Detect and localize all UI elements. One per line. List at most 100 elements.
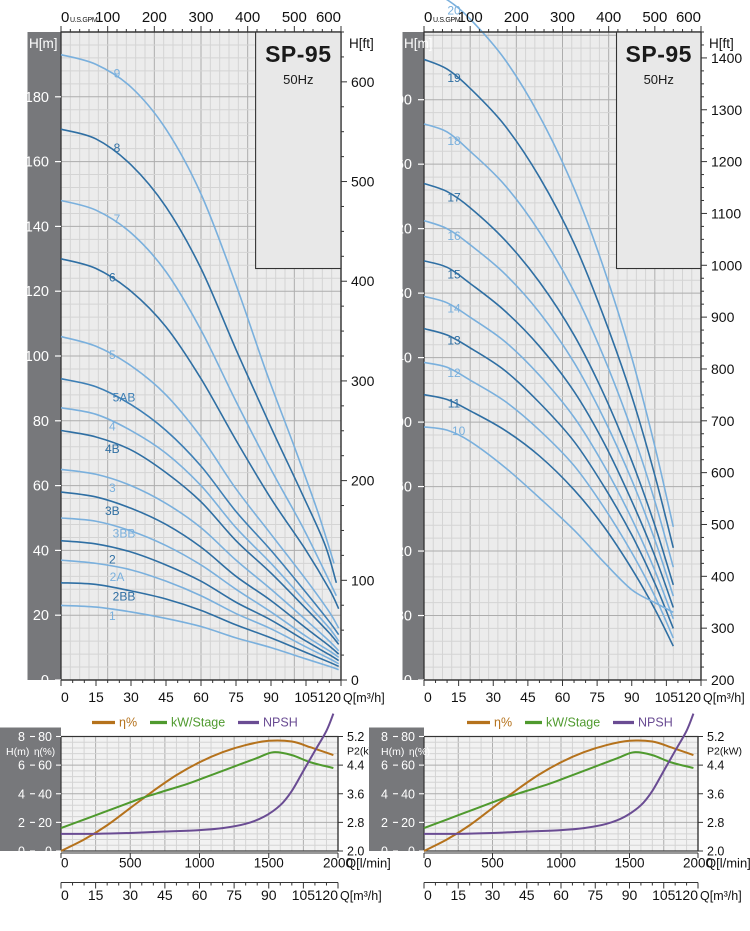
svg-text:0: 0 — [424, 856, 432, 871]
svg-text:1500: 1500 — [254, 856, 284, 871]
svg-text:100: 100 — [458, 9, 483, 26]
svg-text:5.2: 5.2 — [707, 730, 724, 744]
svg-text:80: 80 — [396, 609, 412, 625]
svg-text:900: 900 — [711, 309, 735, 325]
svg-text:Q[m³/h]: Q[m³/h] — [340, 889, 382, 903]
svg-text:2BB: 2BB — [113, 590, 136, 604]
svg-text:400: 400 — [235, 9, 260, 26]
svg-text:60: 60 — [33, 479, 49, 495]
svg-text:U.S.GPM: U.S.GPM — [433, 17, 461, 24]
svg-text:200: 200 — [711, 672, 735, 688]
svg-text:400: 400 — [388, 93, 412, 109]
svg-text:Q[l/min]: Q[l/min] — [706, 856, 750, 871]
svg-text:SP-95: SP-95 — [626, 41, 692, 67]
svg-text:30: 30 — [122, 887, 138, 903]
svg-text:500: 500 — [642, 9, 667, 26]
svg-text:500: 500 — [119, 856, 142, 871]
svg-text:300: 300 — [351, 373, 375, 389]
svg-text:60: 60 — [192, 887, 208, 903]
svg-text:Q[l/min]: Q[l/min] — [346, 856, 391, 871]
svg-text:3BB: 3BB — [113, 526, 136, 540]
svg-text:5.2: 5.2 — [347, 730, 364, 744]
svg-text:12: 12 — [447, 366, 461, 380]
svg-text:2: 2 — [381, 816, 388, 830]
svg-text:3.6: 3.6 — [347, 787, 364, 801]
svg-text:0: 0 — [424, 9, 432, 26]
svg-text:14: 14 — [447, 301, 461, 315]
svg-text:45: 45 — [519, 887, 535, 903]
svg-text:15: 15 — [447, 268, 461, 282]
svg-text:7: 7 — [114, 212, 121, 226]
svg-text:2: 2 — [18, 816, 25, 830]
svg-text:6: 6 — [381, 759, 388, 773]
svg-text:H[m]: H[m] — [404, 36, 433, 51]
svg-text:0: 0 — [61, 887, 69, 903]
svg-text:0: 0 — [45, 845, 52, 859]
svg-text:8: 8 — [114, 141, 121, 155]
svg-text:50Hz: 50Hz — [644, 72, 674, 87]
svg-text:800: 800 — [711, 361, 735, 377]
svg-text:40: 40 — [33, 543, 49, 559]
svg-text:30: 30 — [123, 689, 139, 705]
svg-text:η(%): η(%) — [34, 747, 55, 758]
svg-text:15: 15 — [88, 689, 104, 705]
svg-text:30: 30 — [485, 689, 501, 705]
svg-text:0: 0 — [424, 689, 432, 705]
svg-text:280: 280 — [388, 286, 412, 302]
svg-text:1: 1 — [109, 609, 116, 623]
svg-text:160: 160 — [388, 480, 412, 496]
svg-text:600: 600 — [316, 9, 341, 26]
svg-text:200: 200 — [351, 473, 375, 489]
svg-text:kW/Stage: kW/Stage — [546, 716, 600, 730]
svg-text:0: 0 — [408, 845, 415, 859]
svg-text:0: 0 — [41, 673, 49, 689]
svg-text:2A: 2A — [110, 570, 125, 584]
svg-text:90: 90 — [624, 689, 640, 705]
svg-text:200: 200 — [142, 9, 167, 26]
svg-text:η(%): η(%) — [409, 747, 430, 758]
svg-text:3.6: 3.6 — [707, 787, 724, 801]
svg-text:40: 40 — [38, 787, 52, 801]
svg-text:600: 600 — [676, 9, 701, 26]
svg-text:75: 75 — [589, 689, 605, 705]
svg-text:Q[m³/h]: Q[m³/h] — [343, 691, 385, 705]
svg-text:90: 90 — [622, 887, 638, 903]
svg-text:120: 120 — [25, 284, 49, 300]
svg-text:120: 120 — [318, 689, 342, 705]
svg-text:9: 9 — [114, 66, 121, 80]
svg-text:90: 90 — [261, 887, 277, 903]
svg-text:8: 8 — [18, 730, 25, 744]
svg-text:P2(kW): P2(kW) — [707, 746, 742, 758]
svg-text:15: 15 — [88, 887, 104, 903]
svg-text:4: 4 — [381, 787, 388, 801]
svg-text:360: 360 — [388, 157, 412, 173]
svg-text:40: 40 — [401, 787, 415, 801]
svg-text:500: 500 — [481, 856, 504, 871]
svg-text:90: 90 — [263, 689, 279, 705]
svg-text:0: 0 — [61, 689, 69, 705]
svg-text:100: 100 — [25, 349, 49, 365]
svg-text:3: 3 — [109, 481, 116, 495]
svg-text:105: 105 — [655, 689, 679, 705]
svg-text:20: 20 — [401, 816, 415, 830]
svg-text:30: 30 — [485, 887, 501, 903]
svg-text:15: 15 — [451, 689, 467, 705]
svg-text:NPSH: NPSH — [263, 716, 298, 730]
svg-text:0: 0 — [18, 845, 25, 859]
svg-text:120: 120 — [678, 689, 702, 705]
svg-text:500: 500 — [711, 516, 735, 532]
svg-text:1000: 1000 — [546, 856, 576, 871]
svg-text:2.8: 2.8 — [347, 816, 364, 830]
svg-text:200: 200 — [504, 9, 529, 26]
svg-text:300: 300 — [550, 9, 575, 26]
svg-text:4.4: 4.4 — [707, 759, 724, 773]
svg-text:1300: 1300 — [711, 102, 742, 118]
svg-text:kW/Stage: kW/Stage — [171, 716, 225, 730]
svg-text:13: 13 — [447, 334, 461, 348]
svg-text:100: 100 — [351, 572, 375, 588]
svg-text:60: 60 — [38, 759, 52, 773]
svg-text:300: 300 — [711, 620, 735, 636]
svg-text:75: 75 — [226, 887, 242, 903]
svg-text:19: 19 — [447, 71, 461, 85]
svg-text:120: 120 — [675, 887, 699, 903]
